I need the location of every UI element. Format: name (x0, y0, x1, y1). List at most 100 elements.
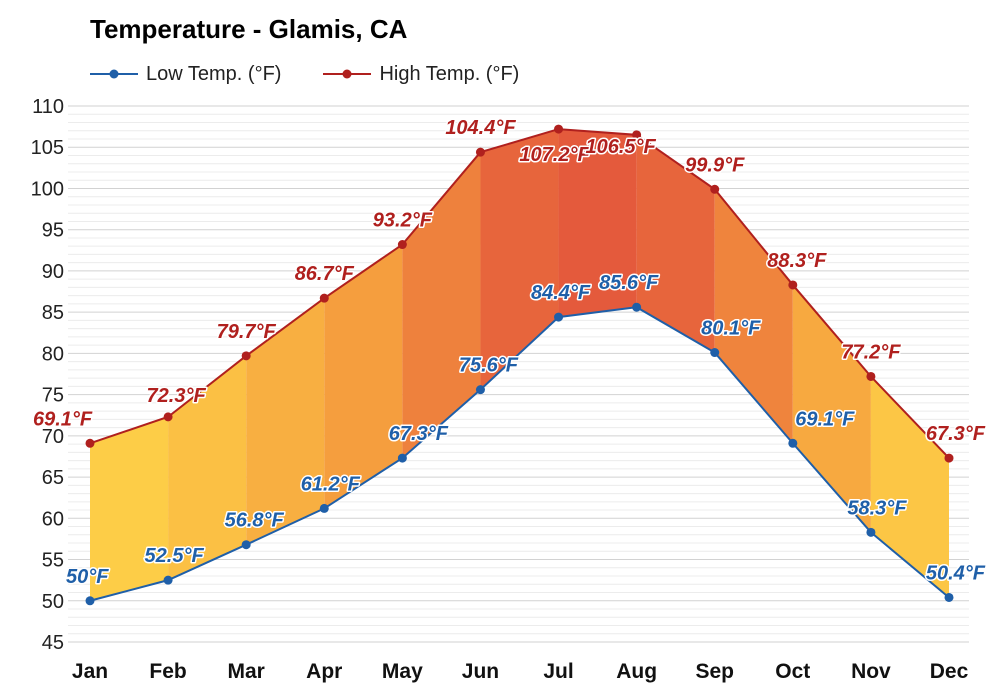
x-tick-label: Dec (930, 660, 969, 683)
legend-item-high[interactable]: High Temp. (°F) (323, 63, 519, 86)
high-temp-point[interactable] (944, 453, 954, 463)
x-axis-ticks: Jan Feb Mar Apr May Jun Jul Aug Sep Oct Nov Dec (72, 660, 969, 683)
legend: Low Temp. (°F) High Temp. (°F) (90, 60, 561, 88)
legend-swatch-high (323, 69, 372, 79)
area-segment (168, 355, 247, 581)
high-temp-point[interactable] (241, 351, 251, 361)
high-temp-data-label: 77.2°F (841, 341, 901, 363)
high-temp-point[interactable] (788, 280, 798, 290)
y-axis-ticks: 45 50 55 60 65 70 75 80 85 90 95 100 105 110 (31, 96, 64, 654)
area-segment (714, 189, 793, 444)
x-tick-label: Aug (616, 660, 657, 683)
y-tick-label: 75 (42, 385, 64, 407)
y-tick-label: 95 (42, 220, 64, 242)
low-temp-point[interactable] (163, 575, 173, 585)
x-tick-label: Jan (72, 660, 108, 683)
area-segment (480, 129, 559, 390)
x-tick-label: Jul (543, 660, 573, 683)
high-temp-data-label: 86.7°F (295, 263, 355, 285)
low-temp-point[interactable] (632, 302, 642, 312)
low-temp-data-label: 75.6°F (459, 355, 519, 377)
low-temp-point[interactable] (319, 503, 329, 513)
legend-label-low: Low Temp. (°F) (146, 62, 282, 85)
low-temp-data-label: 50.4°F (926, 562, 986, 584)
low-temp-data-label: 80.1°F (701, 318, 761, 340)
high-temp-point[interactable] (163, 412, 173, 422)
high-temp-data-label: 107.2°F (519, 144, 590, 166)
high-temp-data-label: 88.3°F (767, 250, 827, 272)
low-temp-point[interactable] (397, 453, 407, 463)
low-temp-point[interactable] (788, 438, 798, 448)
high-temp-line (89, 128, 950, 459)
area-segment (90, 416, 169, 601)
area-fills (90, 129, 949, 601)
high-temp-point[interactable] (710, 184, 720, 194)
area-segment (870, 376, 949, 598)
y-tick-label: 50 (42, 591, 64, 613)
high-temp-data-label: 99.9°F (685, 154, 745, 176)
series-lines (89, 128, 950, 602)
high-temp-point[interactable] (397, 240, 407, 250)
high-temp-point[interactable] (475, 147, 485, 157)
low-temp-data-label: 58.3°F (847, 497, 907, 519)
area-segment (246, 298, 325, 545)
x-tick-label: Mar (228, 660, 265, 683)
low-temp-data-label: 67.3°F (389, 423, 449, 445)
y-tick-label: 105 (31, 137, 64, 159)
y-tick-label: 100 (31, 178, 64, 200)
y-tick-label: 70 (42, 426, 64, 448)
high-temp-data-label: 67.3°F (926, 423, 986, 445)
series-points (85, 124, 954, 606)
high-temp-data-label: 79.7°F (217, 321, 277, 343)
y-tick-label: 90 (42, 261, 64, 283)
y-tick-label: 65 (42, 467, 64, 489)
high-temp-data-label: 72.3°F (147, 385, 207, 407)
data-labels: 69.1°F 72.3°F 79.7°F 86.7°F 93.2°F 104.4°F107… (32, 116, 988, 590)
legend-item-low[interactable]: Low Temp. (°F) (90, 63, 281, 86)
area-segment (636, 134, 715, 353)
area-segment (792, 284, 871, 533)
x-tick-label: Sep (695, 660, 734, 683)
x-tick-label: Jun (462, 660, 499, 683)
high-temp-point[interactable] (554, 124, 564, 134)
low-temp-data-label: 50°F (66, 566, 109, 588)
high-temp-point[interactable] (319, 293, 329, 303)
low-temp-data-label: 85.6°F (599, 272, 659, 294)
high-temp-data-label: 93.2°F (373, 210, 433, 232)
high-temp-point[interactable] (866, 371, 876, 381)
area-segment (324, 244, 403, 509)
legend-label-high: High Temp. (°F) (379, 62, 520, 85)
legend-swatch-low (90, 69, 138, 79)
area-segment (558, 129, 637, 318)
high-temp-data-label: 106.5°F (586, 136, 657, 158)
y-tick-label: 80 (42, 343, 64, 365)
y-tick-label: 60 (42, 508, 64, 530)
high-temp-data-label: 69.1°F (33, 408, 93, 430)
low-temp-data-label: 61.2°F (301, 473, 361, 495)
low-temp-point[interactable] (554, 312, 564, 322)
low-temp-data-label: 84.4°F (531, 282, 591, 304)
low-temp-data-label: 69.1°F (795, 408, 855, 430)
low-temp-data-label: 52.5°F (145, 545, 205, 567)
low-temp-point[interactable] (866, 527, 876, 537)
x-tick-label: Nov (851, 660, 891, 683)
low-temp-point[interactable] (241, 540, 251, 550)
y-tick-label: 55 (42, 550, 64, 572)
y-tick-label: 45 (42, 632, 64, 654)
low-temp-line (89, 306, 950, 602)
low-temp-point[interactable] (475, 385, 485, 395)
x-tick-label: Oct (775, 660, 810, 683)
high-temp-point[interactable] (85, 438, 95, 448)
high-temp-point[interactable] (632, 130, 642, 140)
chart-title: Temperature - Glamis, CA (90, 14, 408, 44)
low-temp-point[interactable] (944, 592, 954, 602)
area-segment (402, 152, 481, 459)
high-temp-data-label: 104.4°F (445, 117, 516, 139)
low-temp-point[interactable] (85, 596, 95, 606)
low-temp-data-label: 56.8°F (225, 510, 285, 532)
x-tick-label: May (382, 660, 423, 683)
x-tick-label: Feb (149, 660, 186, 683)
low-temp-point[interactable] (710, 348, 720, 358)
y-tick-label: 85 (42, 302, 64, 324)
